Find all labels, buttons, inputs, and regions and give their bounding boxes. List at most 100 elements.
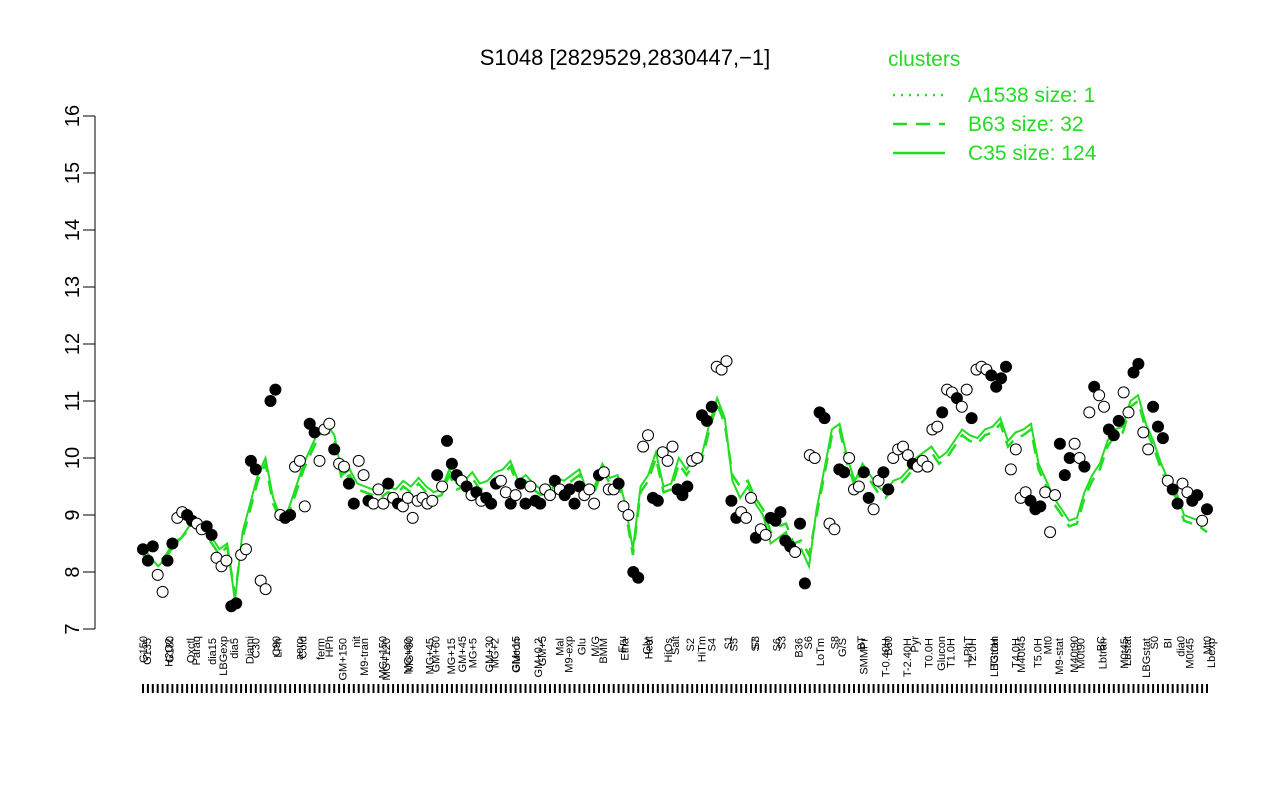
x-tick-label: HiOs [663,638,675,663]
data-point [313,454,326,467]
x-tick-label: T4.0H [1011,638,1023,668]
legend-label: A1538 size: 1 [968,84,1095,107]
x-tick-label: BC [1096,636,1108,651]
data-point [401,491,414,504]
data-point [426,494,439,507]
x-tick-label: S4 [707,638,719,651]
data-point [1044,526,1057,539]
data-point [862,491,875,504]
x-tick-label: S2 [685,638,697,651]
x-tick-label: MG+60 [403,638,415,674]
y-tick-label: 13 [62,276,84,298]
data-point [612,477,625,490]
x-tick-label: Glu [576,638,588,655]
y-axis: 7 8 9 10 11 12 13 14 15 16 [62,105,96,635]
data-point [1166,483,1179,496]
data-point [936,406,949,419]
data-point [1132,357,1145,370]
x-tick-label: M9-tran [359,638,371,676]
data-point [269,383,282,396]
x-tick-label: Etha [620,637,632,661]
legend-label: C35 size: 124 [968,142,1097,165]
data-point [597,466,610,479]
data-point [1122,406,1135,419]
data-point [1142,443,1155,456]
data-point [1009,443,1022,456]
x-tick-label: Paraq [191,636,203,665]
data-point [857,466,870,479]
x-tick-label: Fru [617,636,629,653]
x-tick-label: HiTm [697,636,709,662]
chart-title: S1048 [2829529,2830447,−1] [480,45,771,70]
data-point [377,497,390,510]
data-point [1093,389,1106,402]
x-tick-label: LBGexp [218,636,230,676]
x-tick-label: MG+5 [468,638,480,668]
data-point [1171,497,1184,510]
x-tick-label: T-0.40H [880,638,892,677]
data-point [445,457,458,470]
data-point [205,528,218,541]
data-point [985,369,998,382]
x-tick-label: LBGstat [1141,638,1153,678]
data-point [338,460,350,473]
x-tick-label: T3.0H [989,638,1001,668]
x-tick-label: GM+45 [457,636,469,672]
data-point [1000,360,1012,373]
data-point [843,452,856,464]
x-tick-label: LPh [272,638,284,658]
x-tick-label: T5.0H [1032,638,1044,668]
data-point [298,500,311,513]
x-tick-label: Diami [244,636,256,664]
data-point [372,483,385,496]
data-point [308,426,321,439]
data-point [1068,437,1081,450]
data-point [494,474,507,487]
x-tick-label: S6 [803,636,815,649]
data-point [725,494,738,507]
data-point [323,417,336,430]
data-point [740,511,753,524]
data-point [1137,426,1150,439]
data-point [1147,400,1160,413]
data-point [382,477,395,490]
x-tick-label: GM+15 [510,636,522,672]
x-tick-label: Cold [298,636,310,659]
x-tick-label: MG+2 [489,638,501,668]
x-axis-labels: G135 H2O2 Oxctl dia15 dia5 C30 LPh aero ferm GM+1… [138,636,1218,693]
x-tick-label: M/G [590,636,602,657]
data-point [921,460,934,473]
data-point [1049,489,1061,502]
data-point [705,400,718,413]
x-tick-label: LPhT [963,636,975,663]
data-point [759,528,772,541]
data-point [436,480,449,493]
data-point [1152,420,1164,433]
y-tick-label: 14 [62,219,84,241]
y-tick-label: 12 [62,333,84,355]
data-point [1034,500,1047,513]
data-point [720,355,733,368]
x-tick-label: MG+150 [377,636,389,679]
data-point [146,540,159,553]
x-tick-label: GM+30 [484,636,496,672]
x-tick-label: G150 [138,636,150,663]
x-tick-label: S6 [772,638,784,651]
x-tick-label: M40t90 [1069,636,1081,673]
x-tick-label: B36 [793,638,805,658]
data-point [1191,489,1204,502]
data-point [568,497,581,510]
data-point [789,546,802,558]
data-point [1201,503,1213,516]
data-point [1107,429,1120,442]
data-point [632,571,645,584]
data-point [137,543,149,556]
x-tick-label: T2.0H [967,638,979,668]
x-tick-label: MG+90 [404,636,416,672]
data-point [524,480,537,493]
data-point [745,491,757,504]
data-point [328,443,341,456]
data-point [882,483,895,496]
data-point [240,543,252,556]
data-point [166,537,179,550]
